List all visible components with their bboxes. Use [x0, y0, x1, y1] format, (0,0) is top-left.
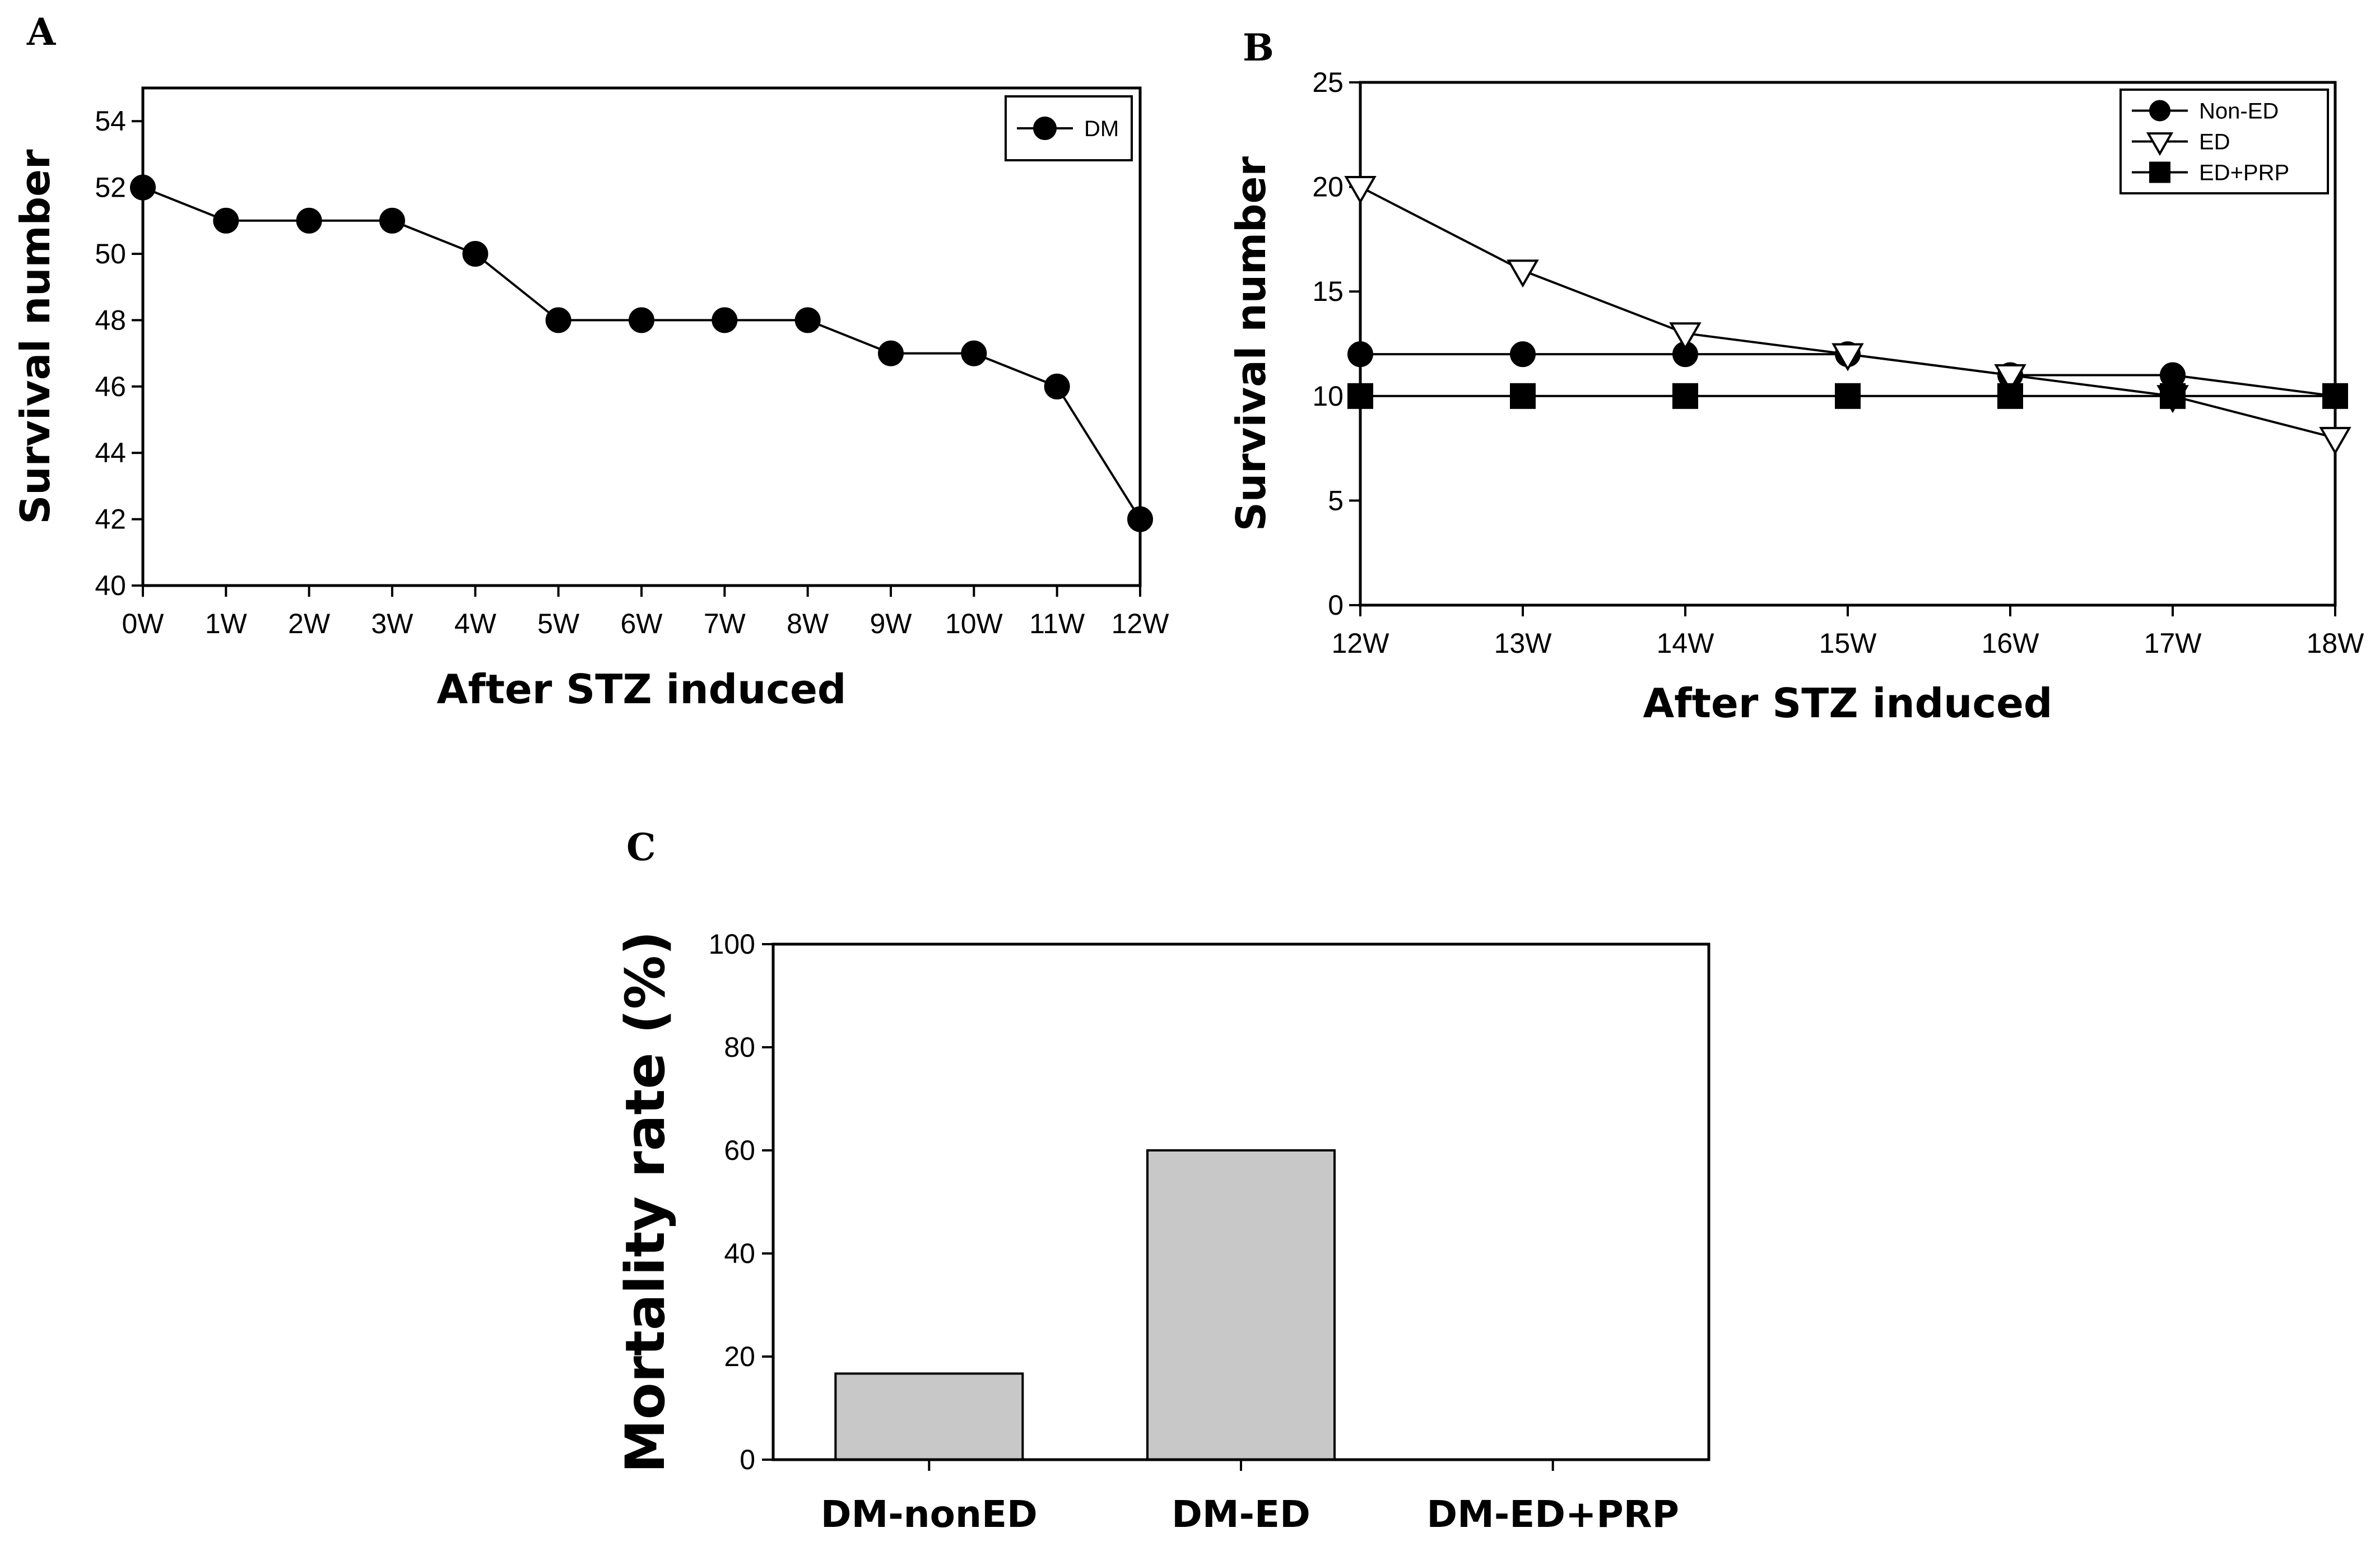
x-tick-label: 5W [537, 608, 580, 639]
x-tick-label: 14W [1657, 628, 1715, 659]
data-point [1832, 343, 1864, 372]
y-tick-label: 52 [95, 172, 126, 203]
y-tick-label: 50 [95, 238, 126, 270]
data-point [1507, 259, 1539, 288]
data-point [2319, 426, 2351, 455]
x-tick-label: 17W [2144, 628, 2202, 659]
x-tick-label: 2W [288, 608, 331, 639]
data-point [2322, 383, 2348, 409]
data-point [794, 307, 821, 333]
y-tick-label: 20 [1312, 171, 1344, 203]
data-point [1510, 383, 1536, 409]
plot-frame [141, 86, 1142, 587]
panel-letter: C [626, 825, 656, 869]
data-point [379, 207, 405, 234]
data-point [1835, 383, 1861, 409]
y-tick-label: 44 [95, 437, 126, 468]
y-tick-label: 25 [1312, 67, 1344, 98]
data-point [462, 241, 489, 267]
data-point [1997, 383, 2023, 409]
panel-b: B 0 5 10 15 20 25 12W 13W 14W 15W 16W 17W 18W After ST… [1228, 26, 2364, 727]
data-point [1994, 364, 2026, 392]
bar [834, 1372, 1024, 1461]
data-point [296, 207, 322, 234]
legend-label: ED+PRP [2199, 161, 2289, 185]
legend-label: DM [1084, 117, 1119, 141]
panel-letter: B [1243, 26, 1274, 69]
data-point [2160, 383, 2186, 409]
data-point [1669, 322, 1702, 351]
y-tick-label: 0 [740, 1444, 755, 1475]
legend-marker [2149, 161, 2170, 183]
x-axis-title: After STZ induced [437, 666, 847, 713]
x-tick-label: 11W [1029, 608, 1085, 639]
legend-marker [2149, 100, 2170, 122]
y-tick-label: 100 [709, 928, 755, 960]
legend-marker [1033, 117, 1057, 140]
bar [1146, 1149, 1336, 1461]
y-tick-label: 80 [724, 1032, 755, 1063]
data-point [712, 307, 738, 333]
panel-letter: A [26, 10, 56, 54]
y-axis-title: Survival number [1228, 156, 1275, 531]
data-point [629, 307, 654, 333]
x-tick-label: 15W [1819, 628, 1877, 659]
y-axis-title: Survival number [12, 149, 59, 524]
y-tick-label: 46 [95, 371, 126, 402]
y-tick-label: 42 [95, 504, 126, 535]
data-point [1672, 383, 1698, 409]
y-tick-label: 54 [95, 105, 126, 137]
y-tick-label: 10 [1312, 380, 1344, 412]
series-line-dm [142, 186, 1141, 520]
category-label: DM-ED+PRP [1426, 1493, 1679, 1536]
data-point [1344, 176, 1377, 205]
y-tick-label: 5 [1328, 485, 1344, 516]
x-tick-label: 1W [205, 608, 248, 639]
x-tick-label: 12W [1112, 608, 1170, 639]
x-axis-title: After STZ induced [1643, 680, 2053, 727]
data-point [213, 207, 239, 234]
x-tick-label: 6W [621, 608, 663, 639]
data-point [1510, 341, 1536, 368]
y-axis-title: Mortality rate (%) [614, 931, 677, 1473]
data-point [1044, 373, 1070, 400]
y-tick-label: 15 [1312, 276, 1344, 307]
y-tick-label: 60 [724, 1135, 755, 1166]
data-point [1347, 383, 1373, 409]
y-tick-label: 40 [95, 570, 126, 601]
x-tick-label: 18W [2307, 628, 2365, 659]
data-point [1347, 341, 1373, 368]
y-tick-label: 48 [95, 304, 126, 336]
x-tick-label: 13W [1494, 628, 1552, 659]
data-point [878, 340, 904, 366]
x-tick-label: 3W [371, 608, 414, 639]
x-tick-label: 10W [945, 608, 1003, 639]
x-tick-label: 12W [1332, 628, 1390, 659]
x-tick-label: 16W [1982, 628, 2040, 659]
x-tick-label: 4W [454, 608, 497, 639]
y-tick-label: 40 [724, 1238, 755, 1269]
data-point [130, 174, 156, 201]
x-tick-label: 0W [122, 608, 165, 639]
x-tick-label: 9W [870, 608, 913, 639]
data-point [1127, 506, 1153, 532]
legend-label: Non-ED [2199, 99, 2279, 124]
panel-c: C 0 20 40 60 80 100 DM-nonED DM-ED DM-ED+PRP Morta… [614, 825, 1710, 1536]
data-point [961, 340, 987, 366]
x-tick-label: 7W [704, 608, 746, 639]
legend-marker [2146, 132, 2174, 156]
category-label: DM-nonED [821, 1493, 1038, 1536]
legend-label: ED [2199, 130, 2230, 155]
x-tick-label: 8W [787, 608, 829, 639]
data-point [545, 307, 571, 333]
y-tick-label: 20 [724, 1341, 755, 1372]
panel-a: A 40 42 44 46 48 50 52 54 0W 1W 2W 3W 4W 5W 6W 7W 8W 9W 10W… [12, 10, 1169, 713]
category-label: DM-ED [1172, 1493, 1310, 1536]
y-tick-label: 0 [1328, 589, 1344, 621]
